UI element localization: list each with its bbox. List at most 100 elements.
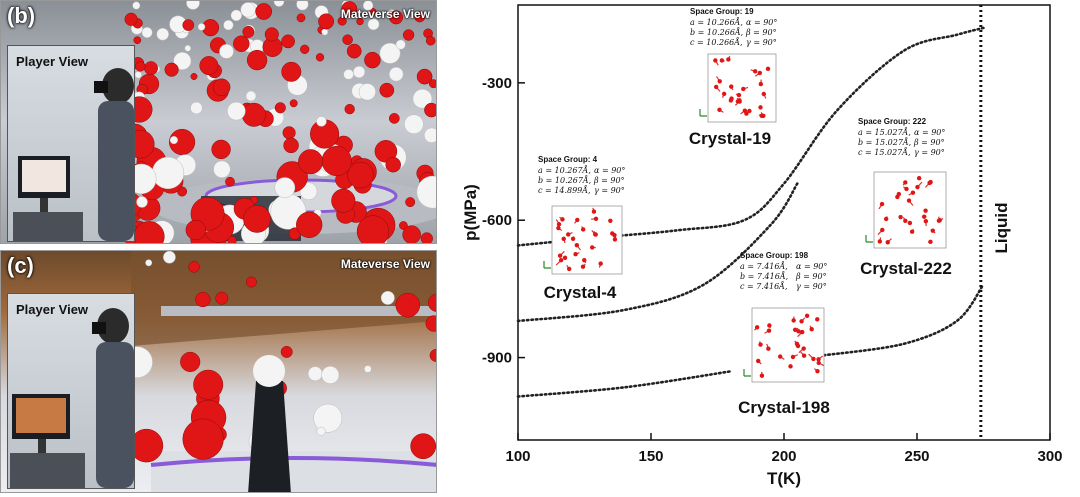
- ceiling: [131, 251, 436, 346]
- oxygen-atom: [556, 225, 561, 231]
- oxygen-atom: [321, 145, 352, 177]
- y-tick-label: -300: [482, 75, 512, 92]
- oxygen-atom: [815, 317, 820, 322]
- oxygen-atom: [227, 236, 237, 243]
- panel-c-vr-scene: (c) Mateverse View Player View: [0, 250, 437, 493]
- oxygen-atom: [318, 13, 335, 30]
- hydrogen-atom: [316, 116, 327, 127]
- oxygen-atom: [719, 58, 725, 63]
- oxygen-atom: [425, 35, 436, 46]
- oxygen-atom: [801, 353, 807, 358]
- phase-boundary-2: [516, 182, 799, 323]
- oxygen-atom: [410, 433, 436, 460]
- lattice-length: 𝑎 = 10.266Å,: [690, 18, 743, 27]
- oxygen-atom: [558, 257, 564, 263]
- floor-stripe: [150, 456, 436, 467]
- hydrogen-atom: [313, 403, 343, 433]
- oxygen-atom: [402, 29, 415, 41]
- oxygen-atom: [296, 211, 323, 238]
- molecule-scene-b: [116, 1, 436, 243]
- lattice-angle: 𝛼 = 90°: [914, 128, 945, 137]
- oxygen-atom: [915, 184, 920, 190]
- oxygen-atom: [242, 25, 255, 38]
- oxygen-atom: [598, 261, 603, 266]
- oxygen-atom: [796, 329, 801, 334]
- oxygen-atom: [274, 102, 286, 114]
- oxygen-atom: [180, 351, 201, 372]
- oxygen-atom: [726, 57, 731, 62]
- lattice-angle: 𝛽 = 90°: [795, 272, 827, 281]
- hydrogen-atom: [169, 136, 178, 145]
- oxygen-atom: [255, 3, 273, 20]
- oxygen-atom: [296, 13, 306, 23]
- monitor-screen: [22, 160, 66, 192]
- hydrogen-atom: [186, 1, 200, 10]
- lattice-angle: 𝛾 = 90°: [796, 282, 827, 291]
- oxygen-atom: [135, 61, 146, 72]
- hydrogen-atom: [388, 66, 404, 82]
- oxygen-atom: [816, 360, 821, 366]
- oxygen-atom: [729, 96, 734, 101]
- oxygen-atom: [570, 236, 576, 241]
- oxygen-atom: [300, 44, 310, 54]
- oxygen-atom: [713, 84, 719, 90]
- oxygen-atom: [809, 326, 814, 332]
- hydrogen-atom: [412, 88, 433, 109]
- player-photo-c: [10, 308, 134, 488]
- hydrogen-atom: [141, 27, 153, 38]
- lattice-length: 𝑏 = 7.416Å,: [740, 272, 788, 281]
- oxygen-atom: [898, 214, 903, 220]
- oxygen-atom: [885, 240, 890, 245]
- hydrogen-atom: [364, 365, 372, 373]
- oxygen-atom: [758, 342, 763, 347]
- hydrogen-atom: [404, 114, 424, 134]
- lattice-angle: 𝛼 = 90°: [746, 18, 777, 27]
- hydrogen-atom: [316, 426, 326, 436]
- player-view-inset-c: Player View: [7, 293, 135, 489]
- oxygen-atom: [416, 68, 433, 85]
- oxygen-atom: [575, 217, 580, 223]
- space-group-label: Space Group: 198: [740, 251, 809, 260]
- oxygen-atom: [124, 12, 138, 26]
- crystal-annotation-crystal-4: Space Group: 4 𝑎 = 10.267Å, 𝛼 = 90°𝑏 = 10.…: [538, 155, 625, 302]
- hydrogen-atom: [145, 259, 153, 267]
- oxygen-atom: [342, 34, 353, 45]
- oxygen-atom: [199, 56, 219, 76]
- phase-boundary-4: [822, 283, 985, 357]
- hydrogen-atom: [136, 196, 148, 208]
- lattice-angle: 𝛾 = 90°: [746, 38, 777, 47]
- lattice-length: 𝑐 = 14.899Å,: [538, 186, 591, 195]
- oxygen-atom: [880, 227, 885, 233]
- crystal-name-label: Crystal-4: [544, 283, 617, 302]
- hydrogen-atom: [321, 28, 329, 36]
- hydrogen-atom: [223, 19, 234, 31]
- hydrogen-atom: [321, 366, 340, 384]
- oxygen-atom: [612, 237, 618, 242]
- oxygen-atom: [369, 8, 377, 16]
- oxygen-atom: [331, 188, 356, 213]
- x-tick-label: 300: [1037, 448, 1062, 465]
- player-body: [98, 101, 134, 241]
- oxygen-atom: [566, 266, 572, 272]
- hydrogen-atom: [240, 2, 256, 18]
- oxygen-atom: [315, 53, 325, 62]
- lattice-length: 𝑐 = 15.027Å,: [858, 148, 911, 157]
- oxygen-atom: [904, 186, 909, 192]
- hydrogen-atom: [416, 175, 436, 209]
- oxygen-atom: [580, 264, 586, 269]
- hydrogen-atom: [423, 127, 436, 143]
- oxygen-atom: [767, 323, 772, 328]
- oxygen-atom: [759, 373, 765, 378]
- oxygen-atom: [909, 229, 915, 234]
- oxygen-atom: [582, 257, 587, 263]
- oxygen-atom: [811, 356, 816, 362]
- oxygen-atom: [721, 91, 727, 97]
- oxygen-atom: [281, 61, 302, 82]
- oxygen-atom: [185, 219, 206, 241]
- hydrogen-atom: [299, 182, 318, 200]
- lattice-angle: 𝛾 = 90°: [914, 148, 945, 157]
- oxygen-atom: [765, 66, 771, 72]
- lattice-length: 𝑏 = 15.027Å,: [858, 138, 911, 147]
- hydrogen-atom: [296, 1, 309, 11]
- oxygen-atom: [757, 70, 763, 76]
